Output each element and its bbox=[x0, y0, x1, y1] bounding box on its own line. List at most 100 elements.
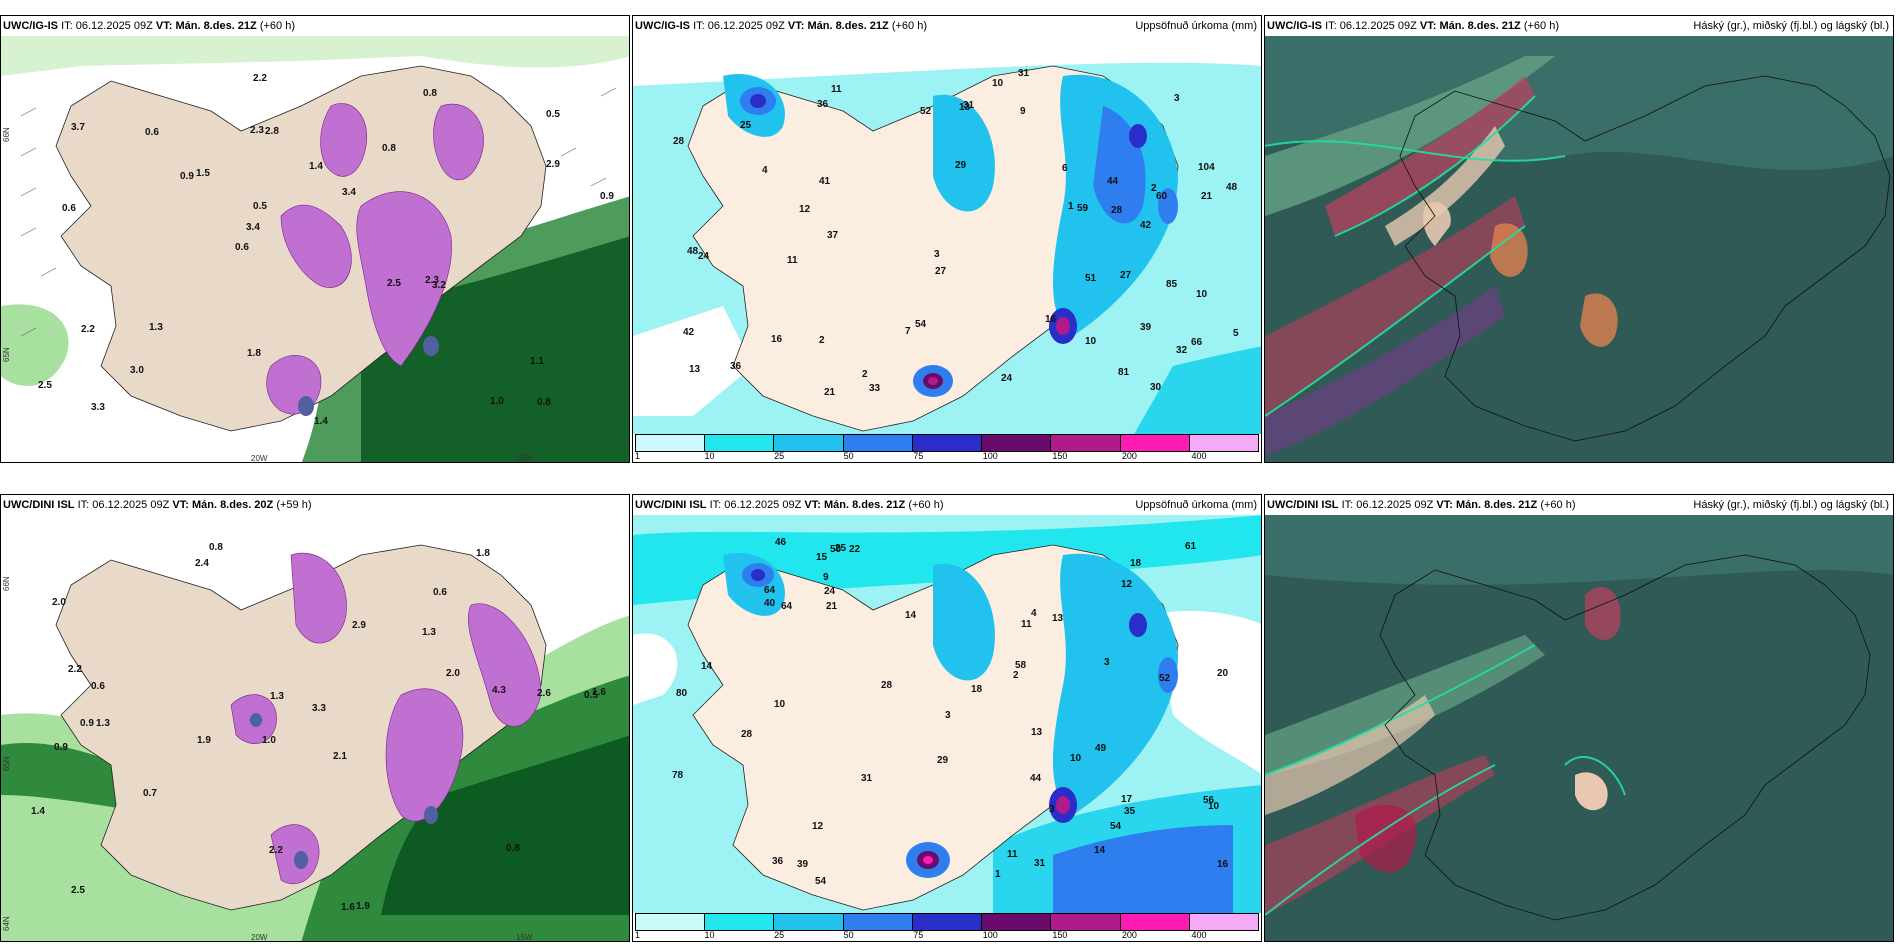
valid-time: Mán. 8.des. 21Z bbox=[175, 20, 257, 32]
snow-map: 66N 65N 20W 15W 0.8 0.6 0.5 0.6 0.8 3.3 2.3 1.4… bbox=[1, 36, 629, 463]
lon-label: 15W bbox=[516, 933, 533, 942]
value-label: 14 bbox=[905, 610, 917, 621]
value-label: 0.6 bbox=[433, 587, 447, 598]
value-label: 1 bbox=[1068, 201, 1074, 212]
value-label: 0.8 bbox=[382, 143, 396, 154]
init-time: 06.12.2025 09Z bbox=[724, 499, 802, 511]
field-label: Háský (gr.), miðský (fj.bl.) og lágský (… bbox=[1693, 499, 1889, 511]
value-label: 0.9 bbox=[180, 171, 194, 182]
model-name: UWC/IG-IS bbox=[1267, 20, 1322, 32]
value-label: 1.3 bbox=[96, 718, 110, 729]
field-label: Uppsöfnuð úrkoma (mm) bbox=[1135, 499, 1257, 511]
lat-label: 65N bbox=[2, 347, 11, 362]
snow-value-labels: 0.80.60.51.02.11.32.01.30.92.93.32.52.41… bbox=[31, 542, 606, 913]
value-label: 31 bbox=[1018, 68, 1030, 79]
value-label: 0.7 bbox=[143, 788, 157, 799]
panel-bottom-cloud: UWC/DINI ISL IT: 06.12.2025 09Z VT: Mán.… bbox=[1264, 494, 1894, 942]
value-label: 11 bbox=[1021, 619, 1032, 630]
lon-label: 20W bbox=[251, 454, 268, 463]
legend-swatch bbox=[912, 435, 983, 451]
value-label: 60 bbox=[1156, 191, 1168, 202]
value-label: 2.2 bbox=[81, 324, 95, 335]
value-label: 12 bbox=[1121, 579, 1133, 590]
value-label: 56 bbox=[1203, 795, 1215, 806]
value-label: 28 bbox=[673, 136, 685, 147]
value-label: 2.0 bbox=[446, 668, 460, 679]
legend-swatch bbox=[774, 914, 844, 930]
lead-time: (+60 h) bbox=[1523, 20, 1559, 32]
lead-time: (+59 h) bbox=[276, 499, 312, 511]
value-label: 6 bbox=[1062, 163, 1068, 174]
panel-title: UWC/IG-IS IT: 06.12.2025 09Z VT: Mán. 8.… bbox=[1, 16, 629, 36]
it-label: IT: bbox=[77, 499, 90, 511]
valid-time: Mán. 8.des. 20Z bbox=[191, 499, 274, 511]
value-label: 66 bbox=[1191, 337, 1203, 348]
legend-ticks: 1 10 25 50 75 100 150 200 400 bbox=[633, 451, 1261, 461]
legend-swatch bbox=[843, 914, 913, 930]
value-label: 1.4 bbox=[314, 416, 328, 427]
value-label: 2.9 bbox=[352, 620, 366, 631]
value-label: 2.6 bbox=[537, 688, 551, 699]
legend-colorbar bbox=[635, 913, 1259, 931]
precip-legend: 1 10 25 50 75 100 150 200 400 bbox=[633, 434, 1261, 462]
value-label: 27 bbox=[1120, 270, 1132, 281]
value-label: 25 bbox=[835, 543, 847, 554]
panel-title: UWC/DINI ISL IT: 06.12.2025 09Z VT: Mán.… bbox=[1, 495, 629, 515]
value-label: 1.5 bbox=[196, 168, 210, 179]
legend-swatch bbox=[705, 914, 775, 930]
value-label: 1.4 bbox=[31, 806, 45, 817]
value-label: 10 bbox=[1208, 801, 1220, 812]
value-label: 0.9 bbox=[600, 191, 614, 202]
value-label: 1.9 bbox=[356, 901, 370, 912]
value-label: 10 bbox=[1196, 289, 1208, 300]
valid-time: Mán. 8.des. 21Z bbox=[807, 20, 889, 32]
value-label: 78 bbox=[672, 770, 684, 781]
value-label: 64 bbox=[764, 585, 776, 596]
panel-top-precip: UWC/IG-IS IT: 06.12.2025 09Z VT: Mán. 8.… bbox=[632, 15, 1262, 463]
value-label: 25 bbox=[740, 120, 752, 131]
value-label: 2 bbox=[1151, 183, 1157, 194]
value-label: 4 bbox=[1031, 608, 1037, 619]
legend-tick-label: 400 bbox=[1191, 451, 1207, 461]
value-label: 21 bbox=[824, 387, 836, 398]
value-label: 2.3 bbox=[425, 275, 439, 286]
value-label: 1.6 bbox=[592, 687, 606, 698]
value-label: 30 bbox=[1150, 382, 1162, 393]
model-name: UWC/DINI ISL bbox=[3, 499, 75, 511]
lon-label: 20W bbox=[251, 933, 268, 942]
value-label: 3.3 bbox=[312, 703, 326, 714]
legend-swatch bbox=[1189, 914, 1258, 930]
value-label: 3.4 bbox=[342, 187, 356, 198]
panel-bottom-snow: UWC/DINI ISL IT: 06.12.2025 09Z VT: Mán.… bbox=[0, 494, 630, 942]
legend-tick-label: 50 bbox=[843, 451, 854, 461]
value-label: 51 bbox=[1085, 273, 1097, 284]
lat-label: 64N bbox=[2, 916, 11, 931]
panel-top-snow: UWC/IG-IS IT: 06.12.2025 09Z VT: Mán. 8.… bbox=[0, 15, 630, 463]
lead-time: (+60 h) bbox=[908, 499, 944, 511]
value-label: 3 bbox=[1174, 93, 1180, 104]
value-label: 2.8 bbox=[265, 126, 279, 137]
vt-label: VT: bbox=[804, 499, 821, 511]
value-label: 22 bbox=[849, 544, 861, 555]
value-label: 1 bbox=[995, 869, 1001, 880]
value-label: 0.8 bbox=[537, 397, 551, 408]
value-label: 3 bbox=[945, 710, 951, 721]
panel-top-cloud: UWC/IG-IS IT: 06.12.2025 09Z VT: Mán. 8.… bbox=[1264, 15, 1894, 463]
legend-tick-label: 25 bbox=[774, 930, 785, 940]
lat-label: 66N bbox=[2, 127, 11, 142]
value-label: 33 bbox=[869, 383, 881, 394]
vt-label: VT: bbox=[1436, 499, 1453, 511]
it-label: IT: bbox=[1341, 499, 1354, 511]
value-label: 59 bbox=[1077, 203, 1089, 214]
value-label: 49 bbox=[1095, 743, 1107, 754]
value-label: 0.9 bbox=[80, 718, 94, 729]
value-label: 52 bbox=[920, 106, 932, 117]
value-label: 48 bbox=[1226, 182, 1238, 193]
value-label: 10 bbox=[1085, 336, 1097, 347]
value-label: 39 bbox=[797, 859, 809, 870]
legend-swatch bbox=[1120, 435, 1190, 451]
legend-swatch bbox=[1120, 914, 1190, 930]
value-label: 3.0 bbox=[130, 365, 144, 376]
value-label: 1.8 bbox=[476, 548, 490, 559]
value-label: 80 bbox=[676, 688, 688, 699]
